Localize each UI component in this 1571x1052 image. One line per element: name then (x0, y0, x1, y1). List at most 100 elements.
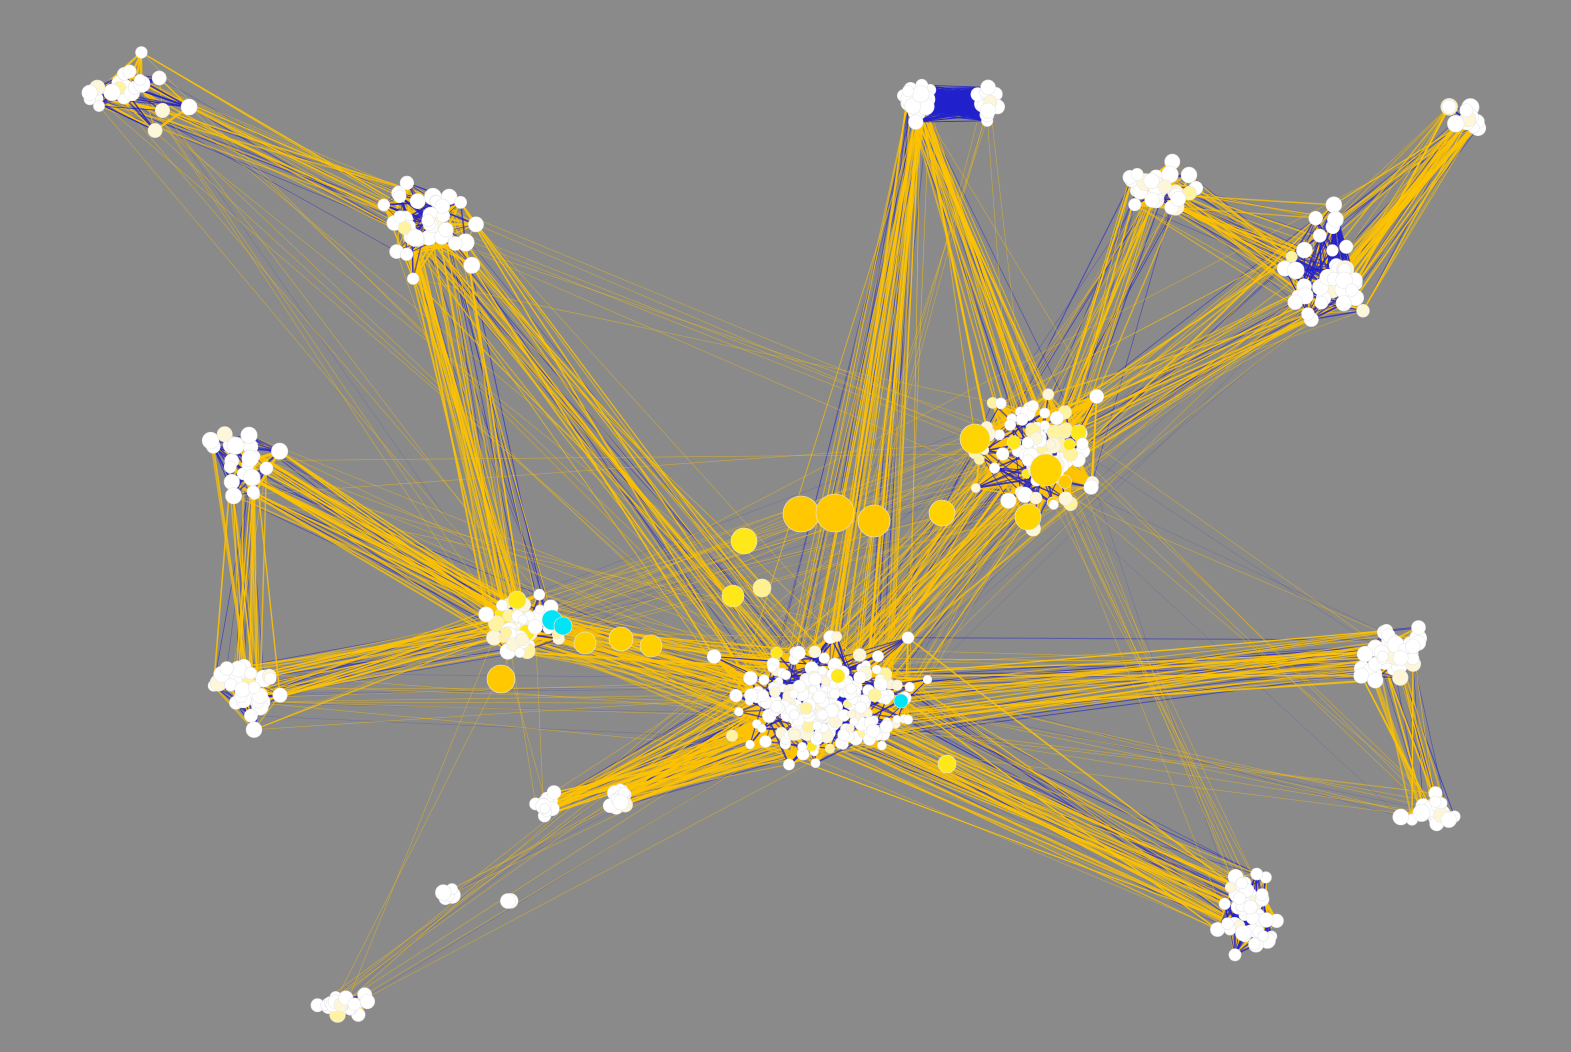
graph-node[interactable] (1377, 650, 1389, 663)
graph-node[interactable] (1287, 294, 1303, 310)
gold-hub-8[interactable] (1014, 503, 1042, 531)
graph-node[interactable] (770, 646, 783, 659)
graph-node[interactable] (546, 785, 562, 800)
graph-node[interactable] (845, 723, 855, 733)
graph-node[interactable] (1143, 172, 1160, 190)
graph-node[interactable] (244, 666, 258, 680)
graph-node[interactable] (788, 728, 801, 741)
graph-node[interactable] (359, 993, 376, 1010)
graph-node[interactable] (347, 997, 361, 1011)
graph-node[interactable] (901, 631, 915, 644)
graph-node[interactable] (866, 723, 881, 738)
graph-node[interactable] (272, 687, 288, 703)
gold-hub-2[interactable] (815, 493, 855, 533)
graph-node[interactable] (783, 758, 795, 771)
graph-node[interactable] (488, 615, 505, 632)
graph-node[interactable] (1392, 808, 1410, 826)
graph-node[interactable] (393, 189, 407, 204)
graph-node[interactable] (1045, 439, 1056, 450)
graph-node[interactable] (1367, 672, 1384, 689)
graph-node[interactable] (1089, 389, 1104, 404)
graph-node[interactable] (770, 700, 784, 713)
graph-node[interactable] (759, 735, 772, 748)
graph-node[interactable] (1326, 244, 1339, 257)
graph-node[interactable] (853, 670, 867, 684)
graph-node[interactable] (871, 664, 882, 675)
graph-node[interactable] (829, 688, 841, 700)
graph-node[interactable] (812, 690, 827, 704)
graph-node[interactable] (808, 645, 822, 659)
graph-node[interactable] (1327, 211, 1344, 228)
graph-node[interactable] (478, 606, 494, 623)
graph-node[interactable] (1021, 436, 1034, 449)
graph-node[interactable] (496, 599, 508, 612)
graph-node[interactable] (1250, 867, 1263, 881)
graph-node[interactable] (1058, 491, 1073, 506)
graph-node[interactable] (147, 123, 163, 138)
graph-node[interactable] (1063, 438, 1076, 451)
graph-node[interactable] (81, 84, 98, 101)
graph-node[interactable] (377, 198, 391, 212)
graph-node[interactable] (1356, 304, 1370, 318)
graph-node[interactable] (980, 79, 996, 96)
graph-node[interactable] (468, 216, 484, 233)
graph-node[interactable] (397, 221, 412, 235)
graph-node[interactable] (996, 447, 1010, 461)
gold-hub-5[interactable] (928, 499, 956, 527)
gold-hub-10[interactable] (608, 626, 634, 652)
graph-node[interactable] (1308, 211, 1323, 226)
graph-node[interactable] (1039, 420, 1050, 431)
graph-node[interactable] (904, 681, 915, 693)
graph-node[interactable] (797, 741, 808, 752)
graph-node[interactable] (225, 487, 243, 505)
graph-node[interactable] (1004, 419, 1017, 431)
graph-node[interactable] (744, 688, 759, 703)
graph-node[interactable] (399, 175, 415, 190)
graph-node[interactable] (1015, 413, 1029, 426)
graph-node[interactable] (264, 672, 277, 685)
graph-node[interactable] (527, 619, 543, 635)
graph-node[interactable] (517, 614, 528, 625)
cyan-node-2[interactable] (553, 616, 573, 636)
graph-node[interactable] (400, 247, 414, 261)
graph-node[interactable] (1411, 620, 1426, 635)
graph-node[interactable] (1356, 645, 1374, 663)
graph-node[interactable] (1258, 912, 1274, 928)
graph-node[interactable] (1248, 937, 1261, 951)
graph-node[interactable] (988, 462, 1000, 474)
graph-node[interactable] (247, 681, 261, 694)
graph-node[interactable] (1235, 877, 1248, 890)
graph-node[interactable] (810, 758, 821, 768)
graph-node[interactable] (243, 468, 261, 487)
graph-node[interactable] (734, 706, 744, 717)
graph-node[interactable] (539, 803, 551, 814)
graph-node[interactable] (1232, 891, 1246, 905)
graph-node[interactable] (769, 686, 781, 698)
graph-node[interactable] (1029, 491, 1043, 505)
graph-node[interactable] (813, 731, 823, 742)
graph-node[interactable] (448, 236, 463, 251)
graph-node[interactable] (812, 720, 823, 731)
graph-node[interactable] (1218, 897, 1231, 910)
graph-node[interactable] (892, 714, 902, 724)
graph-node[interactable] (1243, 899, 1258, 915)
graph-node[interactable] (240, 426, 258, 444)
graph-node[interactable] (1344, 283, 1359, 297)
graph-node[interactable] (134, 74, 146, 86)
graph-node[interactable] (1441, 99, 1457, 115)
graph-node[interactable] (1447, 114, 1465, 133)
graph-node[interactable] (1296, 241, 1313, 259)
graph-node[interactable] (1312, 228, 1327, 243)
graph-node[interactable] (216, 426, 233, 443)
gold-hub-17[interactable] (830, 668, 846, 684)
graph-node[interactable] (533, 588, 546, 601)
graph-node[interactable] (219, 661, 234, 676)
graph-node[interactable] (259, 461, 274, 476)
graph-node[interactable] (1406, 652, 1420, 666)
graph-node[interactable] (845, 683, 857, 695)
graph-node[interactable] (993, 429, 1005, 441)
graph-node[interactable] (1459, 103, 1474, 118)
graph-node[interactable] (93, 100, 105, 112)
graph-node[interactable] (756, 689, 769, 702)
graph-node[interactable] (1255, 888, 1269, 902)
